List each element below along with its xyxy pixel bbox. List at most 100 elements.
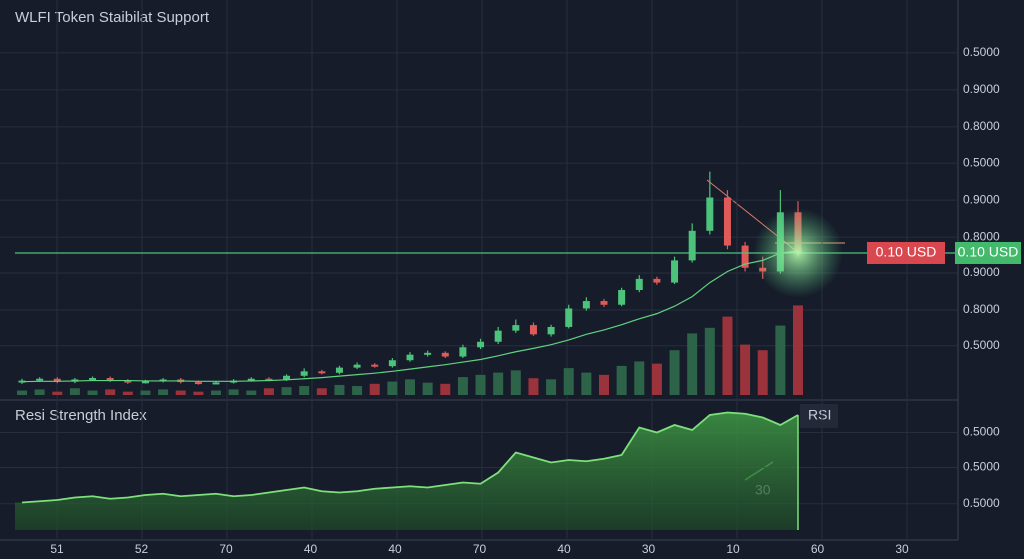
candle-body xyxy=(283,375,291,380)
volume-bar xyxy=(563,368,574,395)
candle-body xyxy=(477,341,485,348)
volume-bar xyxy=(69,388,80,395)
candle-body xyxy=(353,364,361,368)
candle-body xyxy=(582,301,590,309)
candle-body xyxy=(265,378,273,381)
candle-body xyxy=(300,371,308,376)
volume-bar xyxy=(457,377,468,395)
volume-bar xyxy=(775,325,786,395)
y-tick-label: 0.5000 xyxy=(963,460,1000,474)
candle-body xyxy=(494,330,502,342)
y-tick-label: 0.9000 xyxy=(963,192,1000,206)
y-tick-label: 0.5000 xyxy=(963,155,1000,169)
chart-title: WLFI Token Staibilat Support xyxy=(15,9,210,26)
candle-body xyxy=(318,371,326,374)
candle-body xyxy=(529,325,537,335)
candle-body xyxy=(618,289,626,305)
candle-body xyxy=(53,378,61,382)
x-tick-label: 70 xyxy=(219,542,233,556)
volume-bar xyxy=(704,327,715,395)
candle-body xyxy=(706,197,714,231)
y-tick-label: 0.9000 xyxy=(963,82,1000,96)
candle-body xyxy=(388,360,396,367)
candle-body xyxy=(124,380,132,383)
volume-bar xyxy=(669,350,680,395)
volume-bar xyxy=(140,390,151,395)
y-tick-label: 0.8000 xyxy=(963,119,1000,133)
volume-bar xyxy=(369,383,380,395)
volume-bar xyxy=(34,389,45,395)
volume-bar xyxy=(158,389,169,395)
volume-bar xyxy=(228,389,239,395)
volume-bar xyxy=(246,390,257,395)
candle-body xyxy=(194,382,202,385)
candle-body xyxy=(600,301,608,305)
candle-body xyxy=(424,352,432,355)
candle-body xyxy=(212,382,220,385)
x-tick-label: 30 xyxy=(642,542,656,556)
volume-bar xyxy=(211,390,221,395)
price-tag xyxy=(955,241,1021,264)
legend: RSI xyxy=(808,407,831,423)
candle-body xyxy=(141,381,149,384)
x-tick-label: 30 xyxy=(895,542,909,556)
volume-bar xyxy=(687,333,698,395)
volume-bar xyxy=(546,379,557,395)
candle-body xyxy=(371,364,379,367)
volume-bar xyxy=(281,387,292,395)
candle-body xyxy=(671,260,679,283)
moving-average xyxy=(21,250,799,383)
volume-bar xyxy=(122,391,133,395)
volume-bar xyxy=(493,372,504,395)
x-tick-label: 10 xyxy=(726,542,740,556)
volume-bar xyxy=(757,350,768,395)
glow xyxy=(753,207,843,298)
y-tick-label: 0.8000 xyxy=(963,302,1000,316)
volume-bar xyxy=(175,390,186,395)
price-tag-label: 0.10 USD xyxy=(958,244,1019,260)
volume-bar xyxy=(87,390,98,395)
candle-body xyxy=(335,367,343,373)
candle-body xyxy=(653,278,661,283)
candle-body xyxy=(723,197,731,246)
y-tick-label: 0.9000 xyxy=(963,265,1000,279)
candle-body xyxy=(441,352,449,357)
volume-bar xyxy=(422,382,433,395)
x-tick-label: 51 xyxy=(50,542,64,556)
volume-bar xyxy=(352,386,363,395)
x-tick-label: 40 xyxy=(388,542,402,556)
legend-box xyxy=(800,404,838,428)
volume-bar xyxy=(599,374,609,395)
volume-bar xyxy=(440,383,451,395)
x-tick-label: 40 xyxy=(557,542,571,556)
volume-bar xyxy=(334,384,345,395)
x-tick-label: 40 xyxy=(304,542,318,556)
volume-bar xyxy=(510,370,521,395)
x-tick-label: 60 xyxy=(811,542,825,556)
rsi-area xyxy=(15,412,798,530)
volume-bar xyxy=(105,389,116,395)
rsi-line xyxy=(21,411,799,504)
candle-body xyxy=(565,308,573,327)
candle-body xyxy=(547,326,555,335)
volume-bar xyxy=(475,374,486,395)
price-tag xyxy=(867,241,945,264)
candle-body xyxy=(635,278,643,290)
candle-body xyxy=(512,325,520,331)
volume-bar xyxy=(193,391,204,395)
candle-body xyxy=(459,347,467,357)
y-tick-label: 0.8000 xyxy=(963,229,1000,243)
y-tick-label: 0.5000 xyxy=(963,425,1000,439)
price-tag-label: 0.10 USD xyxy=(876,244,937,260)
y-tick-label: 0.5000 xyxy=(963,338,1000,352)
candle-body xyxy=(688,230,696,261)
volume-bar xyxy=(263,388,274,395)
y-tick-label: 0.5000 xyxy=(963,45,1000,59)
x-tick-label: 70 xyxy=(473,542,487,556)
volume-bar xyxy=(651,363,662,395)
volume-bar xyxy=(17,390,27,395)
volume-bar xyxy=(52,391,63,395)
volume-bar xyxy=(387,381,398,395)
volume-bar xyxy=(793,305,803,395)
